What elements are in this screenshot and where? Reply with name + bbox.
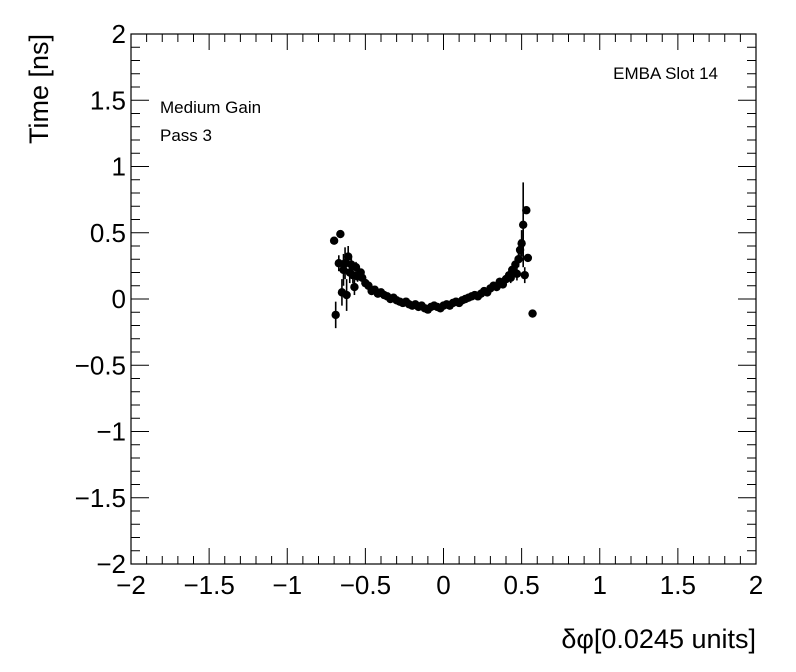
x-tick-label: 1.5 [660, 570, 696, 600]
x-tick-label: 0 [436, 570, 450, 600]
x-tick-label: −2 [116, 570, 146, 600]
x-tick-label: −1.5 [183, 570, 234, 600]
annotation-slot: EMBA Slot 14 [613, 64, 718, 83]
x-tick-label: 1 [593, 570, 607, 600]
data-point [518, 220, 528, 229]
data-point [522, 206, 531, 215]
data-point [350, 282, 359, 292]
y-axis-title: Time [ns] [24, 34, 54, 144]
y-tick-label: 1 [112, 152, 126, 182]
y-tick-label: −2 [96, 549, 126, 579]
x-tick-label: −0.5 [340, 570, 391, 600]
x-axis-title: δφ[0.0245 units] [561, 624, 756, 654]
data-point [331, 310, 340, 320]
y-tick-label: −1 [96, 417, 126, 447]
x-tick-label: 0.5 [504, 570, 540, 600]
data-point [329, 236, 339, 245]
data-point [340, 259, 350, 268]
y-tick-label: −1.5 [75, 483, 126, 513]
y-tick-label: 0 [112, 284, 126, 314]
data-point [512, 269, 522, 279]
data-point [528, 309, 537, 318]
x-tick-label: 2 [749, 570, 763, 600]
ticks [130, 33, 757, 565]
annotation-medium-gain: Medium Gain [160, 98, 261, 117]
x-tick-label: −1 [272, 570, 302, 600]
data-points [329, 182, 537, 329]
y-tick-label: 0.5 [90, 218, 126, 248]
data-point [523, 253, 533, 263]
data-point [343, 252, 353, 261]
annotation-pass: Pass 3 [160, 126, 212, 145]
y-tick-label: −0.5 [75, 350, 126, 380]
data-point [517, 239, 526, 248]
y-tick-label: 1.5 [90, 85, 126, 115]
data-point [336, 229, 345, 239]
data-point [334, 259, 344, 268]
tick-labels: −2 −1.5 −1 −0.5 0 0.5 1 1.5 2 −2 −1.5 −1 −0.5 0 0.5 1 1.… [75, 19, 764, 600]
data-point [520, 270, 529, 280]
data-point [342, 290, 351, 300]
y-tick-label: 2 [112, 19, 126, 49]
